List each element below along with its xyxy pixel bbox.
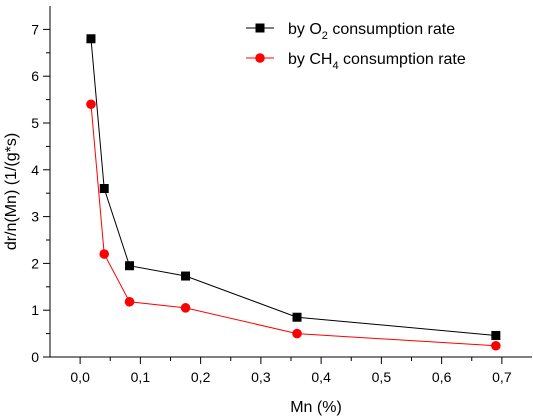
data-point — [86, 34, 96, 44]
y-tick-label: 1 — [31, 302, 39, 318]
x-tick-label: 0,2 — [191, 369, 211, 385]
y-tick-label: 4 — [31, 162, 39, 178]
x-tick-label: 0,0 — [70, 369, 90, 385]
x-tick-label: 0,6 — [432, 369, 452, 385]
y-axis-ticks: 0 1 2 3 4 5 6 7 — [31, 21, 50, 365]
x-tick-label: 0,7 — [492, 369, 512, 385]
data-point — [99, 184, 109, 194]
legend-label: by CH4 consumption rate — [288, 51, 466, 72]
series-2 — [86, 99, 501, 351]
series-layer — [86, 34, 501, 351]
x-axis-ticks: 0,0 0,1 0,2 0,3 0,4 0,5 0,6 0,7 — [70, 357, 512, 385]
series-line — [90, 104, 496, 347]
legend-entry-2: by CH4 consumption rate — [246, 51, 466, 72]
series-1 — [86, 34, 501, 340]
legend: by O2 consumption rate by CH4 consumption… — [246, 21, 466, 72]
data-point — [99, 249, 110, 259]
y-tick-label: 5 — [31, 115, 39, 131]
y-tick-label: 0 — [31, 349, 39, 365]
data-point — [292, 328, 302, 339]
x-tick-label: 0,4 — [311, 369, 331, 385]
y-tick-label: 7 — [31, 21, 39, 37]
y-tick-label: 3 — [31, 209, 39, 225]
series-line — [90, 38, 496, 336]
data-point — [491, 340, 501, 351]
data-point — [292, 312, 302, 322]
data-point — [180, 303, 191, 313]
legend-marker — [255, 53, 265, 63]
data-point — [125, 261, 135, 271]
y-tick-label: 2 — [31, 255, 39, 271]
legend-marker — [255, 23, 265, 33]
legend-label: by O2 consumption rate — [288, 21, 455, 42]
legend-entry-1: by O2 consumption rate — [246, 21, 455, 42]
x-tick-label: 0,1 — [131, 369, 151, 385]
x-tick-label: 0,5 — [372, 369, 392, 385]
data-point — [86, 99, 96, 110]
x-tick-label: 0,3 — [251, 369, 271, 385]
data-point — [491, 330, 501, 340]
y-tick-label: 6 — [31, 68, 39, 84]
data-point — [181, 271, 191, 281]
x-axis-title: Mn (%) — [290, 399, 342, 416]
data-point — [124, 296, 135, 307]
y-axis-title: dr/n(Mn) (1/(g*s) — [3, 133, 20, 250]
